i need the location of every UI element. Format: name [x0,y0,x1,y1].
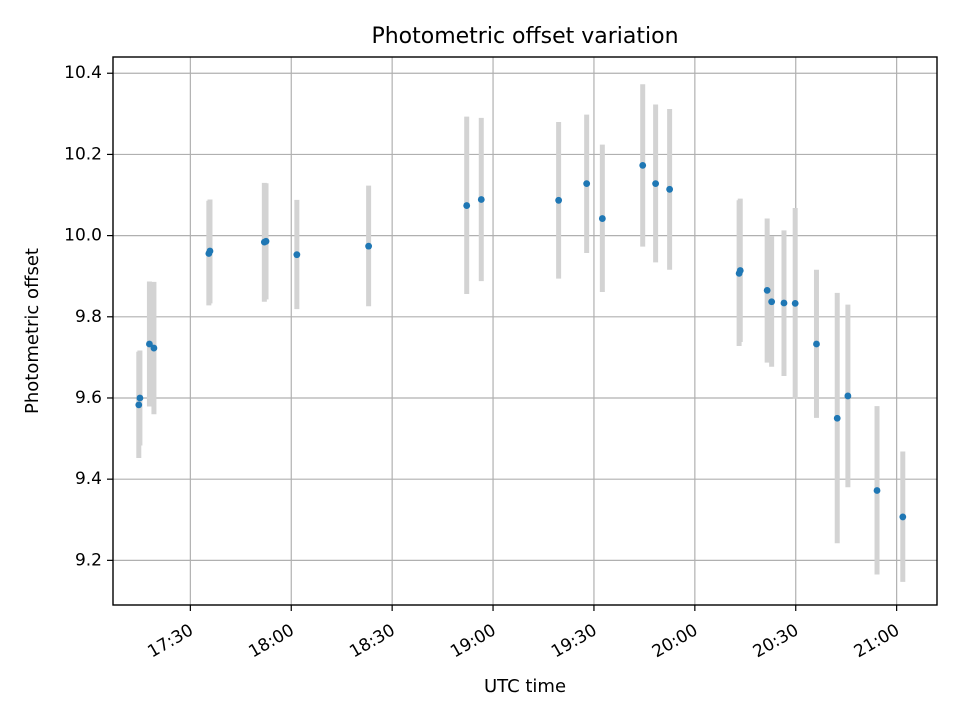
data-point [639,161,647,169]
data-point [150,344,158,352]
data-point [652,180,660,188]
data-point [666,185,674,193]
x-axis-label: UTC time [484,676,566,697]
y-tick-label: 9.6 [75,388,102,408]
chart-title: Photometric offset variation [371,24,678,49]
data-point [813,340,820,348]
plot-frame [112,56,938,606]
data-point [873,487,881,494]
data-point [136,394,144,402]
data-point [780,299,788,307]
data-point [844,392,852,400]
y-axis-label: Photometric offset [22,248,43,414]
data-point [477,196,485,203]
y-tick-label: 9.2 [75,550,102,570]
data-point [146,340,153,348]
data-point [206,247,214,255]
data-point [135,401,143,409]
y-tick-label: 9.8 [75,307,102,327]
data-point [365,242,373,250]
data-point [463,202,471,209]
y-axis-ticks: 9.2 9.4 9.6 9.8 10.0 10.2 10.4 [64,63,113,570]
data-point [262,237,270,245]
data-point [736,267,744,274]
data-point [763,287,771,294]
data-point [583,180,591,188]
y-tick-label: 10.0 [64,226,102,246]
data-point [791,299,799,307]
data-point [768,298,776,306]
data-point [555,196,563,204]
y-tick-label: 9.4 [75,469,102,489]
data-point [293,251,301,259]
data-point [833,414,841,422]
data-points [135,161,907,521]
y-tick-label: 10.4 [64,63,102,83]
grid [113,57,937,605]
y-tick-label: 10.2 [64,144,102,164]
data-point [899,513,907,521]
data-point [598,215,606,222]
